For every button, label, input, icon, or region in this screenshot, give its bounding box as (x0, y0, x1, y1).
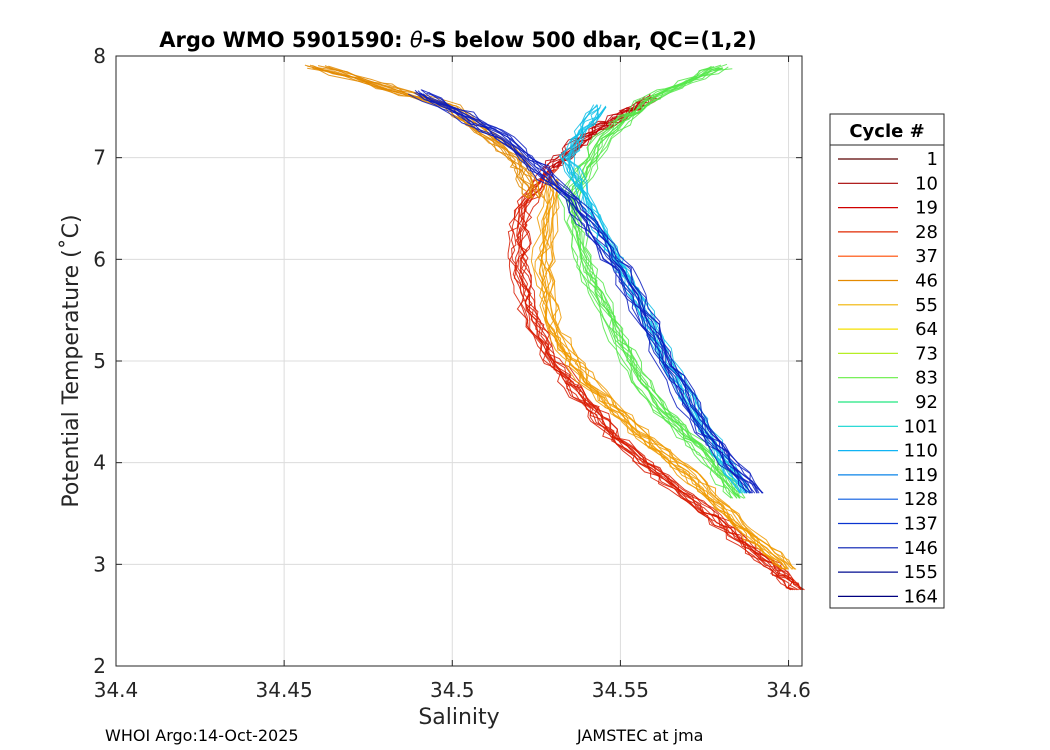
legend: Cycle # 11019283746556473839210111011912… (829, 113, 945, 609)
profile-curves (304, 63, 805, 591)
chart-title: Argo WMO 5901590: θ-S below 500 dbar, QC… (159, 28, 756, 52)
x-tick-label: 34.5 (430, 678, 475, 702)
legend-label: 1 (927, 149, 938, 170)
profile-line (415, 91, 756, 494)
legend-label: 137 (904, 514, 938, 535)
y-tick-label: 6 (93, 247, 106, 271)
profile-line (574, 68, 746, 499)
legend-label: 101 (904, 416, 938, 437)
profile-line (414, 89, 752, 494)
profile-line (517, 167, 801, 590)
axis-ticks: 34.4 34.45 34.5 34.55 34.6 2 3 4 5 6 7 8 (93, 44, 811, 702)
legend-label: 83 (915, 368, 938, 389)
legend-label: 73 (915, 343, 938, 364)
series-4 (557, 63, 746, 499)
legend-label: 92 (915, 392, 938, 413)
legend-label: 146 (904, 538, 938, 559)
profile-line (507, 169, 791, 591)
y-tick-label: 3 (93, 552, 106, 576)
y-tick-label: 2 (93, 654, 106, 678)
profile-line (538, 176, 786, 570)
profile-line (422, 93, 758, 494)
profile-line (557, 65, 732, 499)
footer-credit: JAMSTEC at jma (576, 726, 703, 745)
profile-line (578, 66, 745, 499)
x-axis-label: Salinity (418, 705, 499, 730)
profile-line (309, 64, 533, 199)
legend-label: 10 (915, 173, 938, 194)
legend-label: 110 (904, 441, 938, 462)
legend-label: 164 (904, 586, 938, 607)
profile-line (519, 169, 801, 590)
profile-line (567, 67, 738, 499)
profile-line (515, 166, 798, 591)
profile-line (407, 93, 748, 494)
profile-line (421, 89, 764, 494)
y-tick-label: 5 (93, 349, 106, 373)
legend-label: 55 (915, 295, 938, 316)
y-axis-label: Potential Temperature (˚C) (59, 214, 84, 507)
profile-line (540, 177, 788, 570)
legend-title: Cycle # (849, 121, 924, 142)
x-tick-label: 34.55 (592, 678, 649, 702)
x-tick-label: 34.6 (766, 678, 811, 702)
profile-line (420, 92, 754, 494)
series-0 (507, 165, 805, 591)
profile-line (306, 65, 529, 199)
x-tick-label: 34.4 (94, 678, 139, 702)
y-tick-label: 4 (93, 451, 106, 475)
footer-source: WHOI Argo:14-Oct-2025 (105, 726, 299, 745)
legend-label: 119 (904, 465, 938, 486)
legend-box (829, 113, 945, 609)
series-6 (407, 89, 764, 494)
x-tick-label: 34.45 (256, 678, 313, 702)
grid-lines (115, 55, 802, 667)
legend-label: 128 (904, 489, 938, 510)
legend-label: 19 (915, 198, 938, 219)
legend-label: 37 (915, 246, 938, 267)
y-tick-label: 7 (93, 146, 106, 170)
y-tick-label: 8 (93, 44, 106, 68)
legend-label: 28 (915, 222, 938, 243)
series-2 (530, 176, 797, 570)
legend-label: 155 (904, 562, 938, 583)
profile-line (571, 67, 741, 499)
legend-label: 46 (915, 271, 938, 292)
profile-line (545, 179, 794, 570)
profile-line (304, 64, 529, 199)
profile-line (530, 178, 782, 570)
legend-label: 64 (915, 319, 938, 340)
profile-line (426, 92, 763, 494)
